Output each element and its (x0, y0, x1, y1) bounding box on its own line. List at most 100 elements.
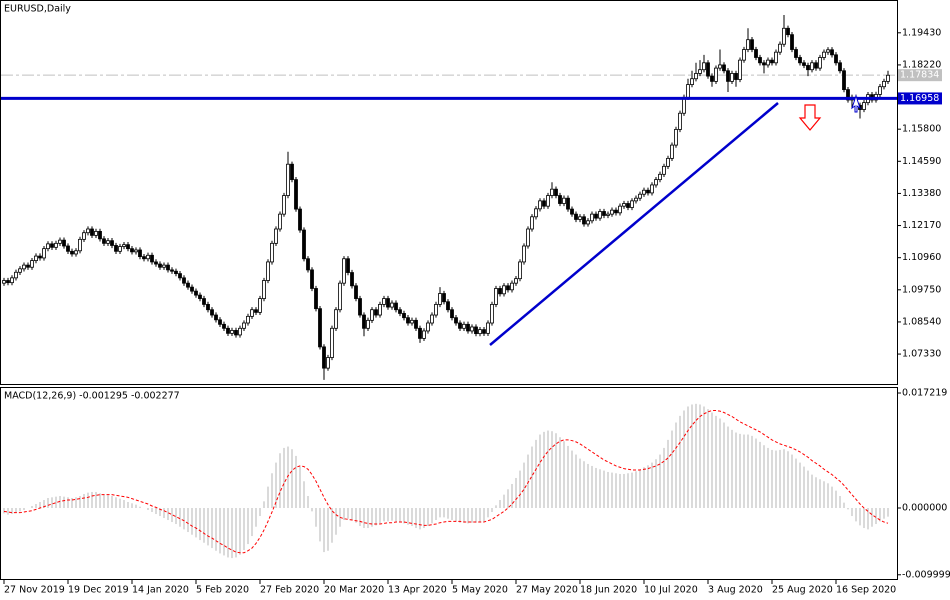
candle-body (366, 319, 370, 329)
candle-body (478, 329, 482, 335)
candle-body (698, 69, 702, 74)
candle-body (794, 49, 798, 58)
candle-body (106, 240, 110, 244)
candle-body (878, 86, 882, 95)
candle-body (134, 249, 138, 253)
candle-body (462, 323, 466, 329)
last-price-label: 1.17834 (900, 70, 939, 81)
candle-body (278, 213, 282, 230)
candle-body (702, 62, 706, 71)
candle-body (614, 209, 618, 214)
candle-body (510, 282, 514, 291)
candle-body (90, 228, 94, 236)
x-tick-label: 5 May 2020 (452, 585, 508, 596)
candle-body (550, 188, 554, 196)
trend-line (489, 102, 779, 346)
candle-body (594, 213, 598, 219)
candle-body (314, 288, 318, 310)
candle-body (58, 239, 62, 244)
candle-body (6, 280, 10, 284)
candle-body (70, 250, 74, 255)
candle-body (146, 254, 150, 260)
candle-body (506, 285, 510, 291)
candle-body (54, 242, 58, 248)
candle-body (814, 62, 818, 69)
candle-body (830, 49, 834, 56)
candle-body (154, 261, 158, 265)
candle-body (126, 244, 130, 250)
candle-body (530, 216, 534, 230)
candle-body (374, 309, 378, 316)
candle-body (654, 179, 658, 186)
candle-body (290, 163, 294, 181)
candle-body (886, 74, 890, 82)
candle-body (598, 211, 602, 219)
candle-body (326, 357, 330, 369)
candle-body (210, 309, 214, 316)
candle-body (382, 298, 386, 305)
candle-body (810, 62, 814, 71)
x-tick-label: 3 Aug 2020 (708, 585, 763, 596)
candle-body (526, 228, 530, 247)
x-tick-label: 18 Jun 2020 (580, 585, 637, 596)
candle-body (626, 203, 630, 208)
candle-body (770, 59, 774, 64)
candle-body (186, 282, 190, 288)
candle-body (706, 62, 710, 77)
candle-body (242, 322, 246, 329)
candle-body (234, 330, 238, 336)
candle-body (466, 323, 470, 332)
last-price-box (898, 69, 942, 82)
candle-body (650, 184, 654, 194)
candle-body (586, 220, 590, 225)
y-tick-label: 1.14590 (902, 156, 941, 167)
candle-body (26, 264, 30, 268)
candle-body (822, 51, 826, 58)
y-tick-label: -0.009999 (902, 569, 950, 580)
candle-body (782, 27, 786, 45)
candle-body (766, 59, 770, 66)
candle-body (282, 195, 286, 215)
candle-body (302, 229, 306, 260)
candle-body (426, 322, 430, 332)
macd-panel (0, 387, 898, 580)
candle-body (558, 195, 562, 204)
candle-body (330, 327, 334, 358)
candle-body (882, 80, 886, 88)
candle-body (86, 228, 90, 234)
y-tick-label: 1.08540 (902, 316, 941, 327)
candle-body (378, 304, 382, 316)
candle-body (790, 34, 794, 50)
candle-body (618, 205, 622, 214)
candle-body (294, 179, 298, 210)
level-box (898, 92, 942, 105)
candle-body (554, 188, 558, 196)
candle-body (334, 309, 338, 329)
candle-body (638, 193, 642, 199)
candle-body (178, 273, 182, 279)
candle-body (718, 64, 722, 69)
candle-body (362, 314, 366, 329)
candle-body (122, 244, 126, 247)
candle-body (646, 189, 650, 194)
candle-body (422, 330, 426, 339)
y-tick-label: 1.09750 (902, 284, 941, 295)
candle-body (726, 70, 730, 82)
candle-body (342, 258, 346, 284)
y-tick-label: 0.000000 (902, 503, 947, 514)
candle-body (318, 308, 322, 348)
y-tick-label: 0.017219 (902, 388, 947, 399)
candle-body (286, 163, 290, 196)
candle-body (222, 323, 226, 329)
candle-body (202, 298, 206, 305)
candle-body (270, 242, 274, 263)
candle-body (470, 326, 474, 332)
candle-body (566, 197, 570, 210)
candle-body (322, 346, 326, 369)
candle-body (722, 64, 726, 72)
candle-body (238, 327, 242, 336)
candle-body (754, 49, 758, 58)
x-tick-label: 20 Mar 2020 (324, 585, 384, 596)
candle-body (642, 189, 646, 195)
